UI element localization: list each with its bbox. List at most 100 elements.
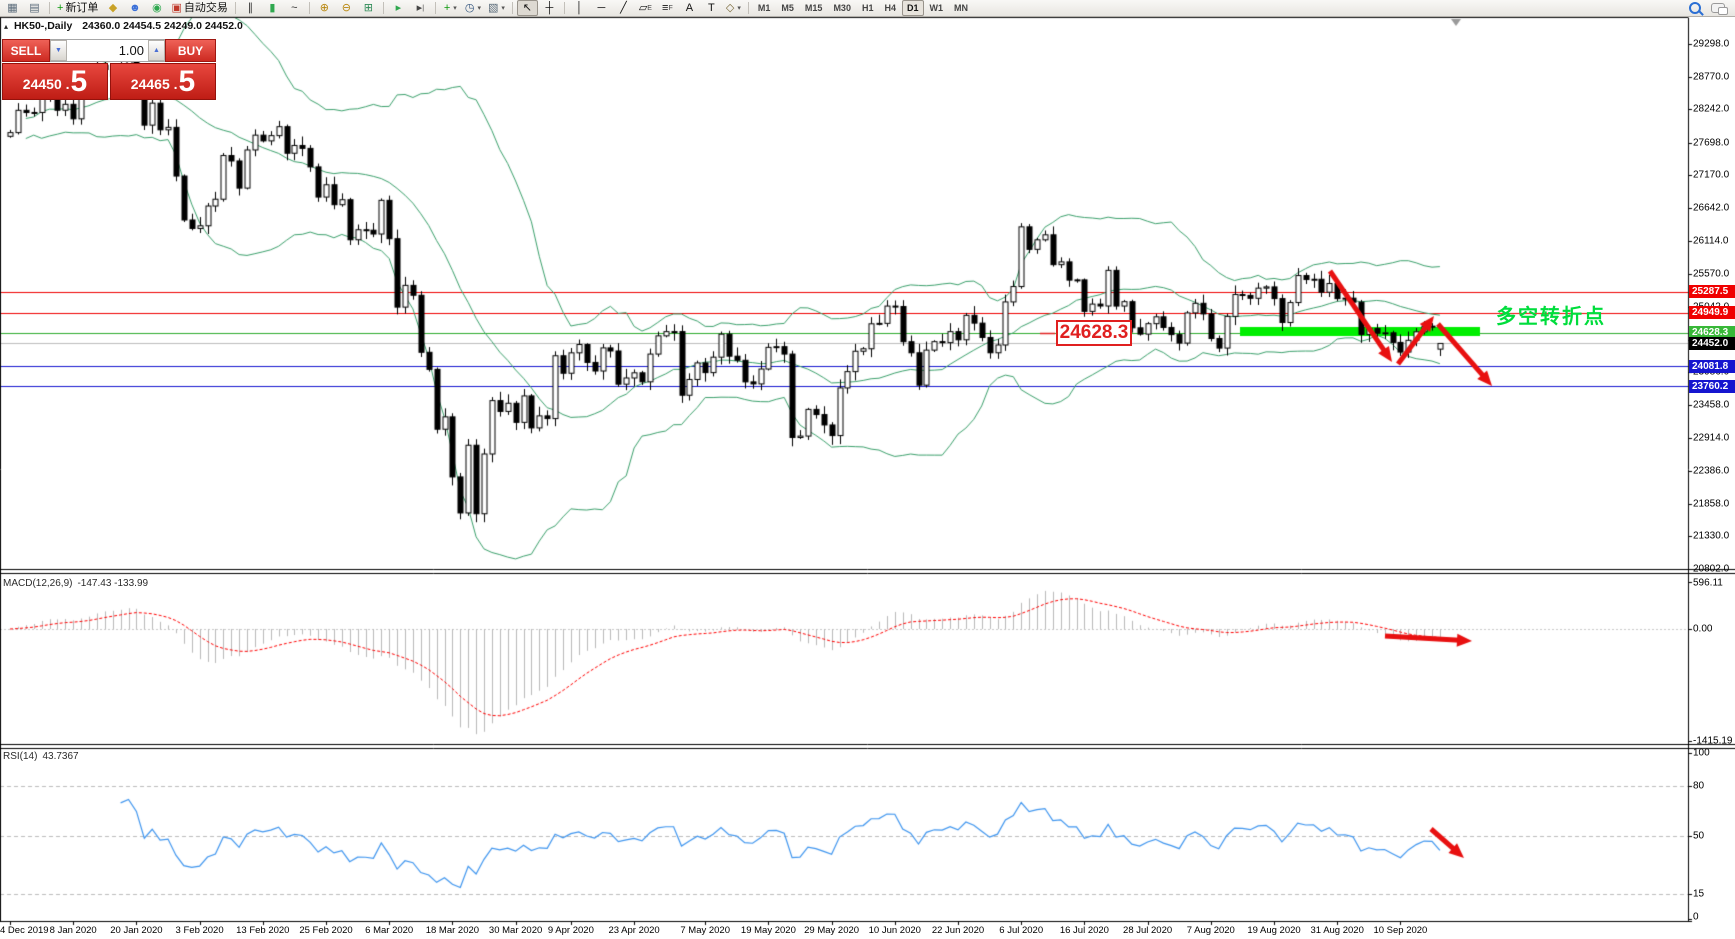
- channel-icon[interactable]: ▱ E: [638, 1, 652, 14]
- chat-icon[interactable]: [1711, 3, 1728, 15]
- bar-chart-icon[interactable]: ∥: [247, 1, 254, 14]
- tile-windows-icon[interactable]: ⊞: [363, 1, 373, 14]
- zoom-in-icon[interactable]: ⊕: [319, 1, 329, 14]
- community-icon[interactable]: ☻: [129, 1, 141, 14]
- new-chart-icon[interactable]: ▦: [7, 1, 18, 14]
- arrows-tool-icon[interactable]: ◇ ▾: [725, 1, 741, 14]
- turning-point-annotation[interactable]: 多空转折点: [1496, 306, 1606, 328]
- toolbar-separator: [434, 2, 436, 14]
- crosshair-icon[interactable]: ┼: [545, 1, 554, 14]
- vertical-line-icon[interactable]: │: [575, 1, 583, 14]
- market-depth-icon[interactable]: ◆: [108, 1, 118, 14]
- timeframe-h4[interactable]: H4: [884, 3, 896, 13]
- volume-input[interactable]: [67, 40, 148, 61]
- chart-ohlc-values: 24360.0 24454.5 24249.0 24452.0: [82, 20, 243, 32]
- date-tick-label: 19 May 2020: [740, 925, 796, 936]
- price-flag-24949.9: 24949.9: [1689, 306, 1735, 320]
- price-tick-label: 22914.0: [1693, 432, 1730, 444]
- volume-decrease-button[interactable]: ▼: [50, 40, 67, 61]
- search-icon[interactable]: [1689, 2, 1701, 14]
- date-tick-label: 3 Feb 2020: [175, 925, 224, 936]
- date-tick-label: 10 Sep 2020: [1373, 925, 1428, 936]
- date-tick-label: 9 Apr 2020: [547, 925, 594, 936]
- buy-button[interactable]: BUY: [165, 39, 216, 62]
- date-tick-label: 10 Jun 2020: [868, 925, 921, 936]
- price-flag-25287.5: 25287.5: [1689, 285, 1735, 299]
- horizontal-line-icon[interactable]: ─: [597, 1, 606, 14]
- toolbar-icons: ▦ ▤ + 新订单 ◆ ☻ ◉ ▣ 自动交易 ∥ ▮ ~ ⊕ ⊖ ⊞ ▸ ▸ | + ▾ ◷ ▾ ▧ ▾ ↖ ┼ │ ─ ╱ ▱ E ≡ F A T…: [2, 0, 973, 16]
- cursor-icon[interactable]: ↖: [516, 0, 538, 16]
- templates-icon[interactable]: ▧ ▾: [487, 1, 505, 14]
- sell-price-pip: 5: [70, 65, 88, 98]
- date-tick-label: 20 Jan 2020: [110, 925, 163, 936]
- price-flag-24452.0: 24452.0: [1689, 336, 1735, 350]
- date-tick-label: 29 May 2020: [804, 925, 860, 936]
- sell-price-display[interactable]: 24450 . 5: [2, 63, 108, 100]
- price-tick-label: 20802.0: [1693, 563, 1730, 575]
- macd-current-values: -147.43 -133.99: [77, 578, 149, 589]
- zoom-out-icon[interactable]: ⊖: [341, 1, 351, 14]
- toolbar-right: [1689, 2, 1733, 15]
- toolbar-separator: [563, 2, 565, 14]
- chart-shift-icon[interactable]: ▸ |: [416, 1, 425, 14]
- timeframe-m5[interactable]: M5: [781, 3, 794, 13]
- rsi-indicator-label: RSI(14) 43.7367: [3, 751, 79, 762]
- rsi-current-value: 43.7367: [42, 751, 79, 762]
- candle-chart-icon[interactable]: ▮: [269, 1, 276, 14]
- sell-price: 24450 .: [22, 76, 70, 92]
- date-tick-label: 22 Jun 2020: [931, 925, 985, 936]
- auto-scroll-icon[interactable]: ▸: [395, 1, 402, 14]
- level-callout-box[interactable]: 24628.3: [1056, 320, 1132, 346]
- date-tick-label: 8 Jan 2020: [49, 925, 97, 936]
- volume-increase-button[interactable]: ▲: [148, 40, 165, 61]
- new-order-button[interactable]: + 新订单: [57, 1, 99, 14]
- date-tick-label: 6 Mar 2020: [365, 925, 414, 936]
- date-tick-label: 28 Jul 2020: [1123, 925, 1173, 936]
- text-icon[interactable]: A: [685, 1, 694, 14]
- date-tick-label: 18 Mar 2020: [425, 925, 480, 936]
- timeframe-mn[interactable]: MN: [954, 3, 968, 13]
- toolbar-separator: [234, 2, 236, 14]
- timeframe-m15[interactable]: M15: [804, 3, 823, 13]
- date-tick-label: 7 May 2020: [680, 925, 731, 936]
- timeframe-d1[interactable]: D1: [901, 0, 924, 16]
- periods-icon[interactable]: ◷ ▾: [464, 1, 481, 14]
- date-tick-label: 13 Feb 2020: [236, 925, 290, 936]
- date-tick-label: 31 Aug 2020: [1310, 925, 1364, 936]
- date-tick-label: 25 Feb 2020: [299, 925, 353, 936]
- date-tick-label: 6 Jul 2020: [999, 925, 1044, 936]
- fibonacci-icon[interactable]: ≡ F: [662, 1, 673, 14]
- signals-icon[interactable]: ◉: [152, 1, 162, 14]
- buy-price-display[interactable]: 24465 . 5: [110, 63, 216, 100]
- trendline-icon[interactable]: ╱: [620, 1, 627, 14]
- text-label-icon[interactable]: T: [708, 1, 715, 14]
- timeframe-w1[interactable]: W1: [929, 3, 944, 13]
- price-tick-label: 26642.0: [1693, 202, 1730, 214]
- line-chart-icon[interactable]: ~: [291, 1, 298, 14]
- price-flag-24081.8: 24081.8: [1689, 359, 1735, 373]
- rsi-tick-label: 0: [1693, 911, 1699, 923]
- toolbar-separator: [511, 2, 513, 14]
- timeframe-m30[interactable]: M30: [833, 3, 851, 13]
- date-tick-label: 30 Mar 2020: [488, 925, 543, 936]
- autotrading-button[interactable]: ▣ 自动交易: [171, 1, 228, 14]
- price-tick-label: 29298.0: [1693, 38, 1730, 50]
- collapse-one-click-icon[interactable]: ▴: [4, 22, 9, 31]
- chart-title: ▴ HK50-,Daily 24360.0 24454.5 24249.0 24…: [4, 20, 243, 32]
- rsi-tick-label: 100: [1693, 747, 1710, 759]
- add-indicator-icon[interactable]: + ▾: [443, 1, 457, 14]
- price-tick-label: 27170.0: [1693, 169, 1730, 181]
- macd-tick-label: 596.11: [1693, 577, 1723, 589]
- timeframe-m1[interactable]: M1: [757, 3, 771, 13]
- price-tick-label: 27698.0: [1693, 137, 1730, 149]
- date-tick-label: 4 Dec 2019: [0, 925, 49, 936]
- toolbar: ▦ ▤ + 新订单 ◆ ☻ ◉ ▣ 自动交易 ∥ ▮ ~ ⊕ ⊖ ⊞ ▸ ▸ | + ▾ ◷ ▾ ▧ ▾ ↖ ┼ │ ─ ╱ ▱ E ≡ F A T…: [0, 0, 1735, 17]
- sell-button[interactable]: SELL: [2, 39, 50, 62]
- timeframe-h1[interactable]: H1: [861, 3, 874, 13]
- toolbar-separator: [49, 2, 50, 14]
- price-tick-label: 21858.0: [1693, 498, 1730, 510]
- profile-icon[interactable]: ▤: [29, 1, 40, 14]
- rsi-tick-label: 50: [1693, 830, 1705, 842]
